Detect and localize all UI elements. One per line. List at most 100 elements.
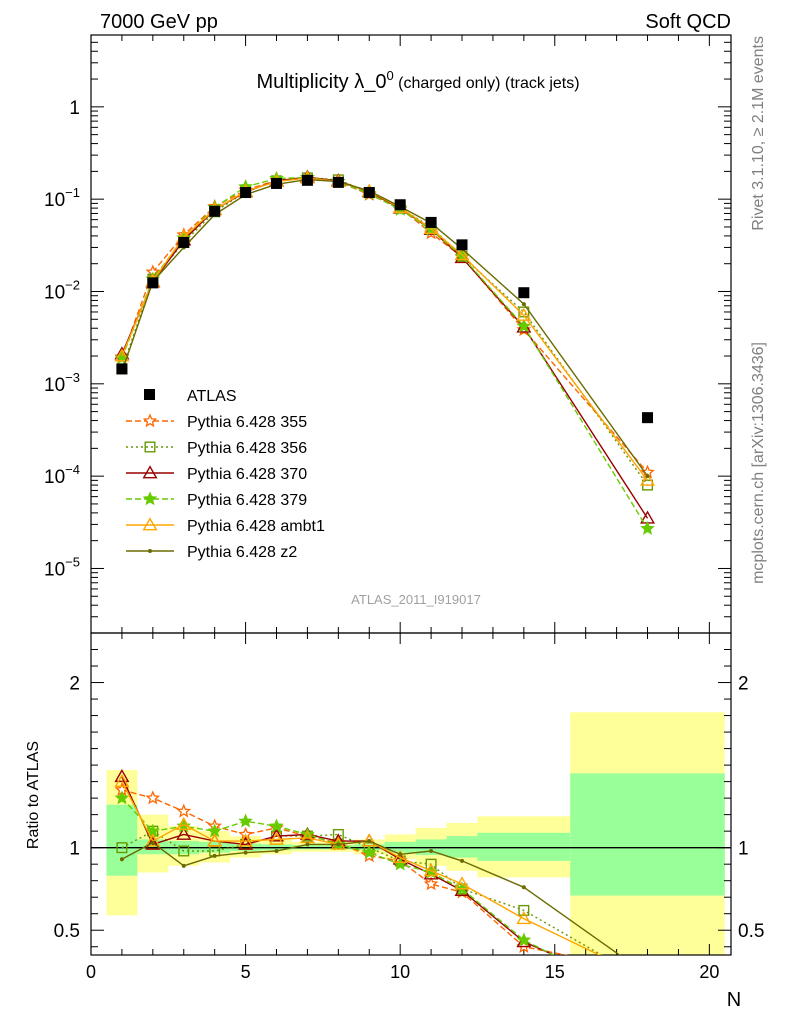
marker <box>114 790 130 805</box>
title-sup: 0 <box>386 68 393 83</box>
marker <box>176 816 192 830</box>
ratio-y-tick-label: 2 <box>69 674 80 695</box>
marker <box>238 813 253 828</box>
marker <box>142 465 158 479</box>
marker <box>212 853 217 858</box>
data-point <box>271 177 283 189</box>
x-tick-label: 20 <box>699 962 719 982</box>
marker <box>142 517 158 531</box>
legend-label: Pythia 6.428 356 <box>187 440 307 457</box>
marker <box>460 858 465 863</box>
y-tick-label: 1 <box>69 98 80 119</box>
marker <box>645 474 650 479</box>
marker <box>238 833 254 847</box>
x-tick-label: 15 <box>545 962 565 982</box>
marker <box>114 768 130 783</box>
data-point <box>116 363 128 375</box>
marker <box>142 491 158 506</box>
y-tick-label: 10−4 <box>44 462 80 488</box>
marker <box>116 842 128 854</box>
series-line <box>121 177 649 473</box>
ratio-series-group <box>114 768 621 955</box>
ratio-y-tick-label-right: 0.5 <box>738 921 764 942</box>
marker <box>150 840 155 845</box>
title-rest: (charged only) (track jets) <box>394 75 580 92</box>
header-right: Soft QCD <box>645 11 731 33</box>
ratio-y-tick-label: 1 <box>69 839 80 860</box>
marker <box>176 803 192 818</box>
data-point <box>518 287 530 299</box>
marker <box>269 831 285 845</box>
marker <box>178 845 190 857</box>
data-point <box>209 205 221 217</box>
marker <box>429 848 434 853</box>
legend-label: Pythia 6.428 370 <box>187 466 307 483</box>
marker <box>181 863 186 868</box>
marker <box>144 441 156 453</box>
rivet-label: Rivet 3.1.10, ≥ 2.1M events <box>750 36 767 231</box>
marker <box>454 247 470 261</box>
y-tick-label: 10−3 <box>44 370 80 396</box>
data-point <box>394 199 406 211</box>
data-point <box>456 239 468 251</box>
x-axis-label: N <box>727 989 741 1011</box>
series-line <box>121 176 649 519</box>
x-tick-label: 10 <box>390 962 410 982</box>
marker <box>516 910 532 925</box>
ratio-y-tick-label-right: 2 <box>738 674 749 695</box>
marker <box>176 826 192 840</box>
marker <box>423 863 439 877</box>
marker <box>516 932 532 947</box>
analysis-watermark: ATLAS_2011_I919017 <box>351 592 481 607</box>
marker <box>119 857 124 862</box>
marker <box>454 876 470 890</box>
ratio-line <box>121 776 556 955</box>
marker <box>518 306 530 318</box>
marker <box>269 818 284 833</box>
marker <box>640 520 655 535</box>
band-inner <box>106 804 138 876</box>
data-point <box>363 187 375 199</box>
atlas-data <box>116 174 654 424</box>
data-point <box>642 412 654 424</box>
ratio-line <box>121 840 621 955</box>
marker <box>114 348 130 362</box>
ratio-panel <box>90 632 732 956</box>
legend-label: Pythia 6.428 355 <box>187 414 307 431</box>
series-group <box>114 170 656 486</box>
ratio-line <box>121 781 602 955</box>
marker <box>362 844 377 859</box>
legend: ATLAS Pythia 6.428 355 Pythia 6.428 356 Pyt… <box>126 388 325 561</box>
title-main: Multiplicity λ_0 <box>256 71 386 93</box>
marker <box>367 839 372 844</box>
marker <box>521 302 526 307</box>
marker <box>640 472 656 486</box>
ratio-y-tick-label: 0.5 <box>54 921 80 942</box>
chart-marks: 0 5 10 15 20 1 10−1 10−2 10−3 10−4 10−5 0.5 0.5 1 1 2 2 A… <box>44 34 764 982</box>
ratio-y-tick-label-right: 1 <box>738 839 749 860</box>
marker <box>521 885 526 890</box>
data-point <box>178 236 190 248</box>
data-point <box>147 277 159 289</box>
marker <box>516 318 532 333</box>
legend-marker-data <box>144 389 155 400</box>
marker <box>398 852 403 857</box>
data-point <box>425 216 437 228</box>
mcplots-label: mcplots.cern.ch [arXiv:1306.3436] <box>750 342 767 584</box>
header-left: 7000 GeV pp <box>100 11 218 33</box>
legend-label: Pythia 6.428 ambt1 <box>187 518 325 535</box>
series-group <box>114 170 655 479</box>
data-point <box>240 187 252 199</box>
y-tick-label: 10−1 <box>44 185 80 211</box>
data-point <box>301 174 313 186</box>
band-inner <box>137 839 169 855</box>
marker <box>207 833 223 847</box>
marker <box>114 773 130 788</box>
legend-label: Pythia 6.428 z2 <box>187 544 297 561</box>
band-inner <box>570 773 725 896</box>
marker <box>392 849 408 863</box>
marker <box>238 836 254 850</box>
ratio-frame <box>90 632 732 956</box>
marker <box>423 876 439 891</box>
marker <box>145 790 161 805</box>
